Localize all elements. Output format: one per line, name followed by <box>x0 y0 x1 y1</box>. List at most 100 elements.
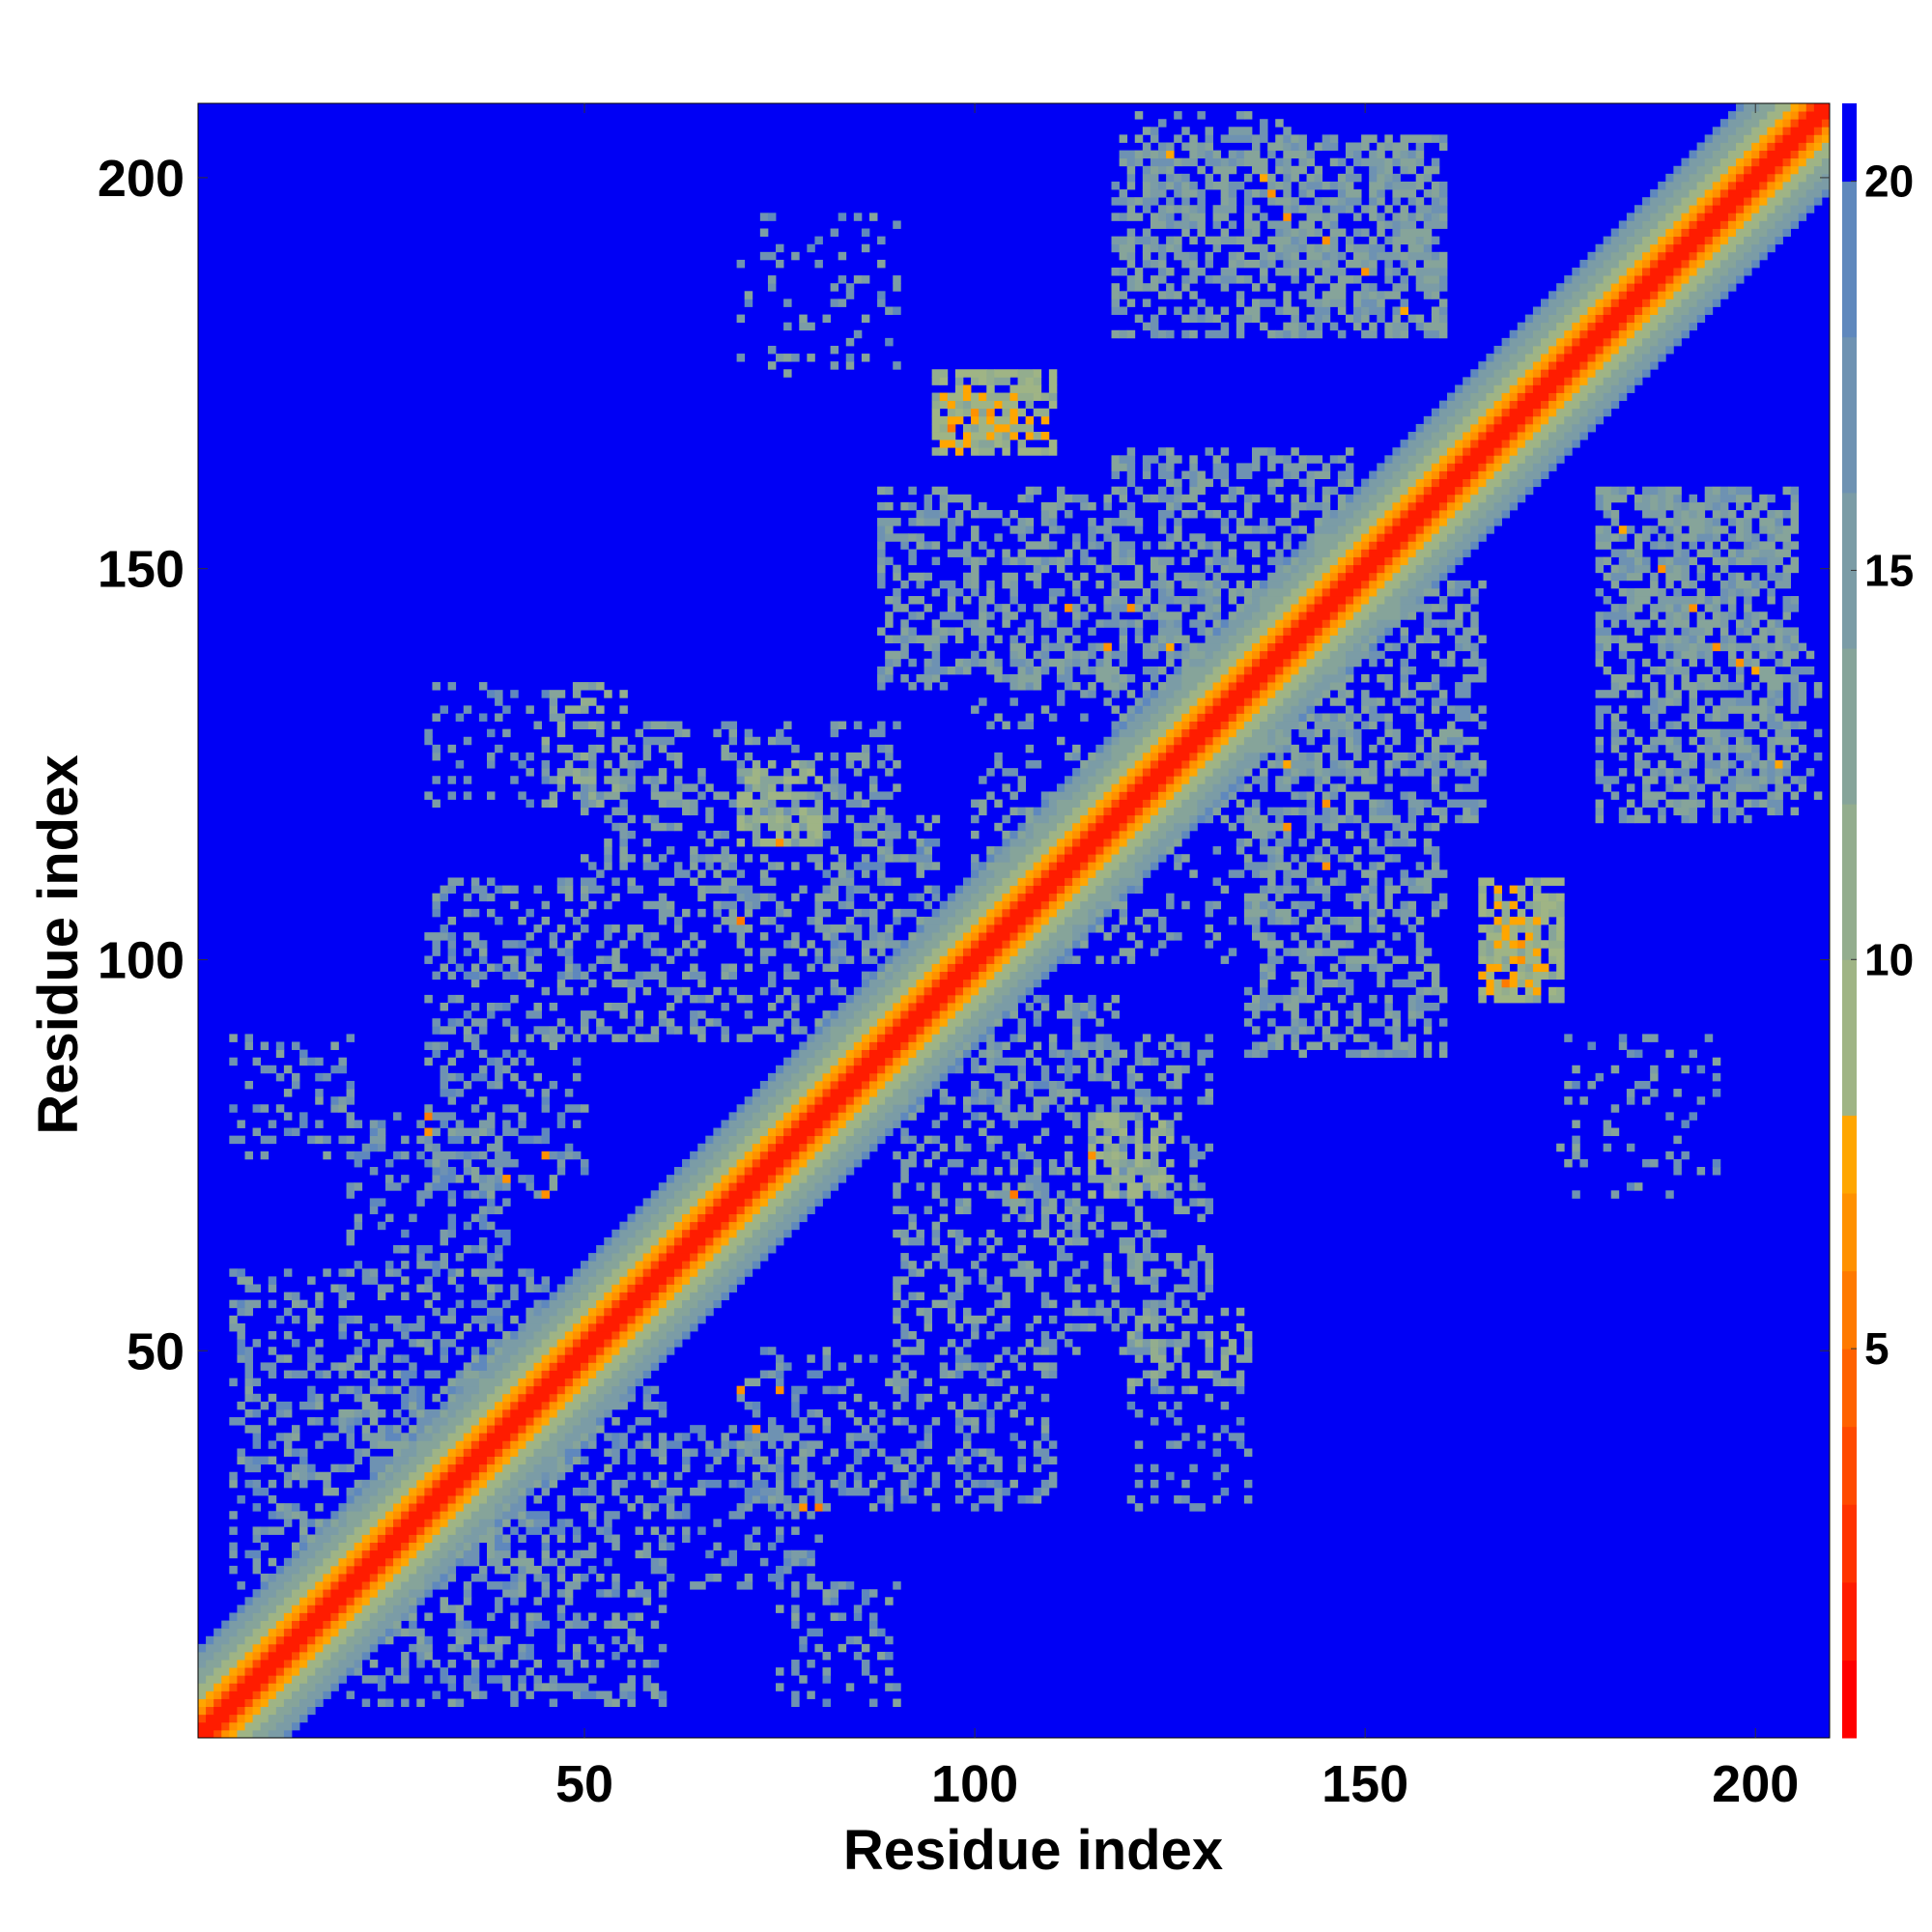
heatmap-cell <box>346 1597 355 1605</box>
heatmap-cell <box>822 1127 831 1137</box>
heatmap-cell <box>822 1096 847 1105</box>
heatmap-cell <box>776 1362 784 1371</box>
heatmap-cell <box>1634 1182 1643 1191</box>
heatmap-cell <box>463 1401 480 1410</box>
heatmap-cell <box>533 1299 542 1309</box>
heatmap-cell <box>495 1253 503 1262</box>
heatmap-cell <box>1040 971 1050 980</box>
heatmap-cell <box>954 1456 964 1465</box>
heatmap-cell <box>845 1096 855 1105</box>
heatmap-cell <box>994 822 1003 832</box>
heatmap-cell <box>1212 846 1222 855</box>
heatmap-cell <box>642 1354 660 1363</box>
heatmap-cell <box>1142 814 1151 824</box>
heatmap-cell <box>393 1675 402 1684</box>
heatmap-cell <box>416 1448 433 1457</box>
heatmap-cell <box>791 1057 808 1066</box>
heatmap-cell <box>1345 893 1354 902</box>
heatmap-cell <box>346 1605 355 1613</box>
heatmap-cell <box>354 1417 363 1426</box>
heatmap-cell <box>1501 908 1511 918</box>
heatmap-cell <box>923 1378 933 1387</box>
heatmap-cell <box>384 1175 394 1183</box>
heatmap-cell <box>564 893 574 902</box>
heatmap-cell <box>776 1034 784 1042</box>
heatmap-cell <box>845 1487 870 1496</box>
heatmap-cell <box>611 1385 628 1395</box>
heatmap-cell <box>1267 932 1276 941</box>
heatmap-cell <box>1243 814 1253 824</box>
heatmap-cell <box>315 1339 324 1348</box>
heatmap-cell <box>776 908 784 918</box>
heatmap-cell <box>432 1393 440 1403</box>
heatmap-cell <box>861 1018 878 1027</box>
heatmap-cell <box>1251 900 1261 910</box>
heatmap-cell <box>1111 807 1136 816</box>
heatmap-cell <box>1119 908 1128 918</box>
heatmap-cell <box>1002 1393 1010 1403</box>
heatmap-cell <box>1291 948 1307 956</box>
heatmap-cell <box>478 1221 488 1231</box>
heatmap-cell <box>830 1597 839 1605</box>
heatmap-cell <box>384 1565 394 1575</box>
heatmap-cell <box>478 1236 488 1246</box>
heatmap-cell <box>580 1690 597 1699</box>
heatmap-cell <box>409 1471 425 1481</box>
heatmap-cell <box>627 1315 636 1324</box>
heatmap-cell <box>1212 783 1230 792</box>
heatmap-cell <box>526 1651 534 1661</box>
heatmap-cell <box>869 1503 878 1512</box>
heatmap-cell <box>315 1597 324 1605</box>
heatmap-cell <box>299 1714 308 1723</box>
heatmap-cell <box>954 1354 972 1363</box>
heatmap-cell <box>424 1675 433 1684</box>
heatmap-cell <box>962 1401 980 1410</box>
heatmap-cell <box>432 1487 457 1496</box>
heatmap-cell <box>619 862 628 870</box>
heatmap-cell <box>1040 1393 1050 1403</box>
heatmap-cell <box>1377 799 1385 809</box>
heatmap-cell <box>1095 1112 1120 1121</box>
heatmap-cell <box>666 846 675 855</box>
heatmap-cell <box>822 814 831 824</box>
heatmap-cell <box>244 1706 253 1716</box>
heatmap-cell <box>541 1096 551 1105</box>
heatmap-cell <box>1065 1065 1073 1074</box>
heatmap-cell <box>409 1401 417 1410</box>
heatmap-cell <box>1712 1089 1721 1097</box>
heatmap-cell <box>526 1354 542 1363</box>
heatmap-cell <box>954 1198 964 1207</box>
heatmap-cell <box>705 1307 714 1317</box>
heatmap-cell <box>923 1433 933 1441</box>
heatmap-cell <box>736 1448 746 1457</box>
heatmap-cell <box>470 1190 480 1199</box>
heatmap-cell <box>869 893 878 902</box>
heatmap-cell <box>502 1065 511 1074</box>
heatmap-cell <box>1002 940 1010 949</box>
heatmap-cell <box>1048 869 1073 878</box>
heatmap-cell <box>1119 1127 1128 1137</box>
heatmap-cell <box>252 1479 262 1489</box>
heatmap-cell <box>268 1698 285 1708</box>
heatmap-cell <box>1174 1182 1182 1191</box>
heatmap-cell <box>1486 940 1494 949</box>
heatmap-cell <box>252 1433 262 1441</box>
heatmap-cell <box>783 838 792 847</box>
heatmap-cell <box>424 1127 433 1137</box>
heatmap-cell <box>1150 846 1167 855</box>
heatmap-cell <box>893 1683 901 1691</box>
heatmap-cell <box>776 924 784 933</box>
heatmap-cell <box>994 1041 1003 1050</box>
heatmap-cell <box>588 1378 605 1387</box>
heatmap-cell <box>1126 885 1136 895</box>
heatmap-cell <box>409 1620 417 1630</box>
heatmap-cell <box>1298 940 1307 949</box>
heatmap-cell <box>1048 1089 1058 1097</box>
heatmap-cell <box>1603 1120 1612 1128</box>
heatmap-cell <box>1056 854 1065 863</box>
heatmap-cell <box>1056 862 1081 870</box>
heatmap-cell <box>1470 807 1479 816</box>
heatmap-cell <box>923 916 949 925</box>
heatmap-cell <box>1103 1072 1112 1082</box>
heatmap-cell <box>291 1605 300 1613</box>
